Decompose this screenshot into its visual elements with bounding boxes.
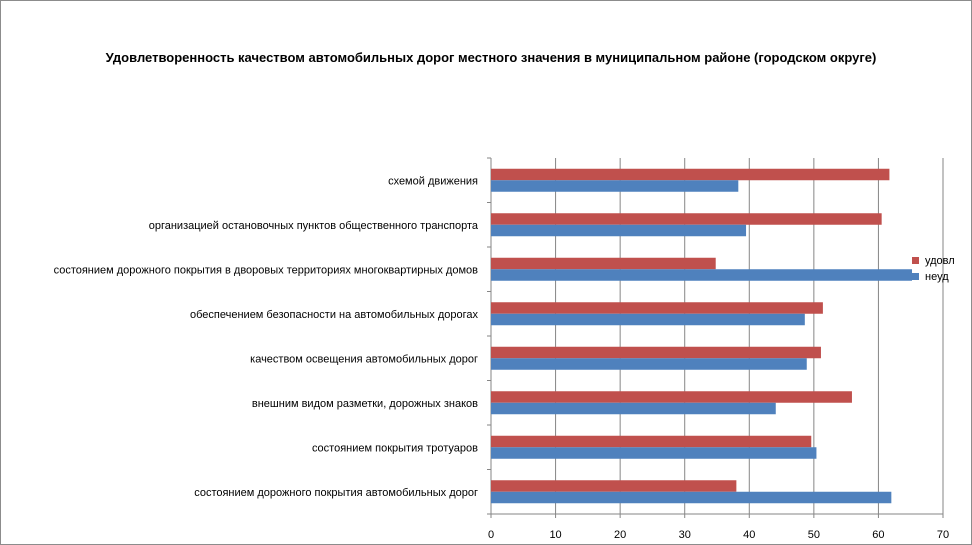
- category-label: организацией остановочных пунктов общест…: [149, 220, 479, 232]
- bar-neud: [491, 447, 817, 459]
- bar-neud: [491, 269, 913, 281]
- x-tick-label: 50: [808, 529, 820, 541]
- x-tick-label: 30: [679, 529, 691, 541]
- category-label: обеспечением безопасности на автомобильн…: [190, 309, 478, 321]
- category-label: качеством освещения автомобильных дорог: [250, 353, 478, 365]
- bar-udovl: [491, 346, 821, 359]
- bar-udovl: [491, 213, 882, 225]
- x-tick-label: 40: [743, 529, 755, 541]
- x-tick-label: 10: [549, 529, 561, 541]
- x-tick-label: 60: [872, 529, 884, 541]
- category-label: схемой движения: [388, 175, 478, 187]
- legend-label: неуд: [925, 271, 949, 283]
- category-label: состоянием покрытия тротуаров: [312, 442, 478, 454]
- bar-udovl: [491, 391, 852, 403]
- legend-swatch: [912, 273, 919, 280]
- x-tick-label: 70: [937, 529, 949, 541]
- bar-udovl: [491, 435, 812, 448]
- bar-neud: [491, 491, 892, 504]
- category-label: внешним видом разметки, дорожных знаков: [252, 398, 478, 410]
- bar-udovl: [491, 302, 823, 314]
- bar-neud: [491, 313, 805, 326]
- bar-neud: [491, 402, 776, 415]
- legend-label: удовл: [925, 255, 955, 267]
- legend-swatch: [912, 257, 919, 264]
- bar-neud: [491, 180, 739, 192]
- bar-neud: [491, 224, 747, 237]
- bar-udovl: [491, 257, 716, 270]
- chart-title: Удовлетворенность качеством автомобильны…: [105, 50, 877, 65]
- x-tick-label: 20: [614, 529, 626, 541]
- bar-neud: [491, 358, 807, 370]
- category-label: состоянием дорожного покрытия автомобиль…: [194, 487, 478, 499]
- bar-udovl: [491, 480, 737, 492]
- category-label: состоянием дорожного покрытия в дворовых…: [54, 264, 479, 276]
- x-tick-label: 0: [488, 529, 494, 541]
- bar-udovl: [491, 168, 890, 181]
